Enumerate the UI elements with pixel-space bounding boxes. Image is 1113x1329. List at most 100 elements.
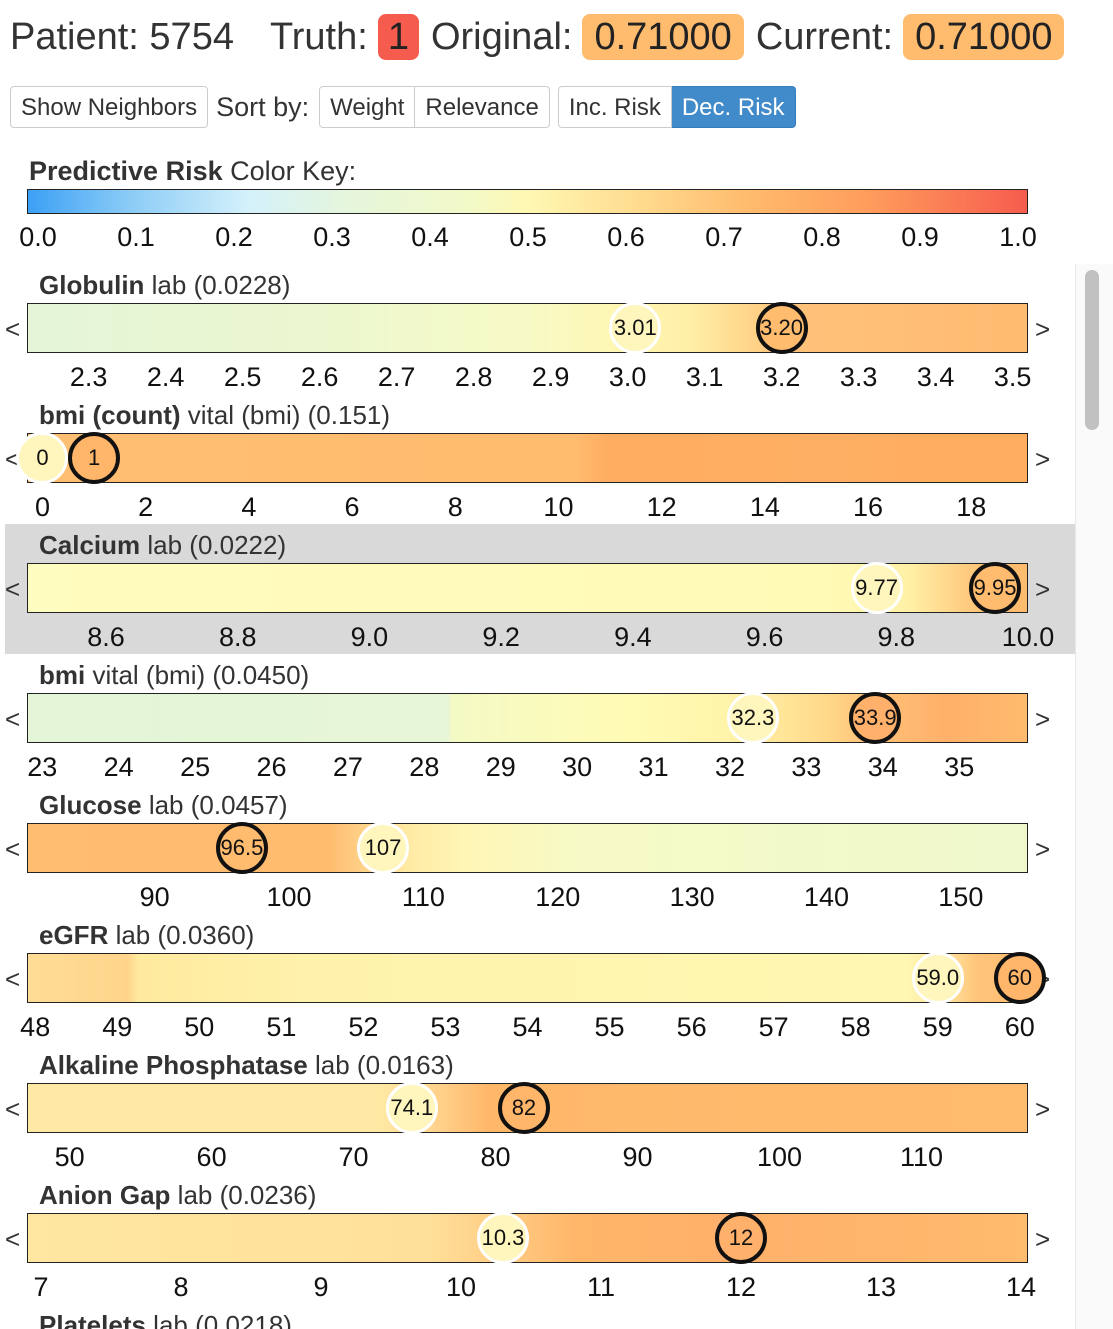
axis-tick: 3.1 (685, 362, 724, 392)
feature-title: Platelets lab (0.0218) (39, 1310, 292, 1329)
feature-title: bmi (count) vital (bmi) (0.151) (39, 400, 390, 431)
decrease-value-arrow[interactable]: < (5, 704, 21, 734)
axis-tick: 50 (184, 1012, 215, 1042)
axis-tick: 35 (944, 752, 975, 782)
feature-row[interactable]: Anion Gap lab (0.0236) < >7 8 9 10 11 12 13 14 10.… (5, 1174, 1075, 1304)
feature-detail: vital (bmi) (0.151) (180, 400, 391, 430)
feature-row[interactable]: bmi (count) vital (bmi) (0.151) < >0 2 4 6 8 10… (5, 394, 1075, 524)
feature-row[interactable]: Glucose lab (0.0457) < >90 100 110 120 130 140 1… (5, 784, 1075, 914)
feature-risk-bar[interactable] (27, 303, 1028, 353)
dec-risk-button[interactable]: Dec. Risk (671, 86, 796, 128)
increase-value-arrow[interactable]: > (1035, 444, 1051, 474)
feature-row[interactable]: eGFR lab (0.0360)<>484950515253545556575… (5, 914, 1075, 1044)
feature-title: eGFR lab (0.0360) (39, 920, 254, 951)
axis-tick: 8 (447, 492, 463, 522)
feature-name: bmi (count) (39, 400, 181, 430)
color-key-tick: 0.7 (705, 222, 743, 252)
sort-weight-button[interactable]: Weight (319, 86, 416, 128)
axis-tick: 80 (480, 1142, 511, 1172)
color-key-tick: 0.9 (901, 222, 939, 252)
increase-value-arrow[interactable]: > (1035, 1224, 1051, 1254)
feature-title: Glucose lab (0.0457) (39, 790, 288, 821)
axis-tick: 8.6 (87, 622, 125, 652)
axis-tick: 10 (543, 492, 574, 522)
axis-tick: 50 (54, 1142, 85, 1172)
decrease-value-arrow[interactable]: < (5, 314, 21, 344)
feature-detail: lab (0.0218) (145, 1310, 292, 1329)
feature-title: Alkaline Phosphatase lab (0.0163) (39, 1050, 454, 1081)
feature-row[interactable]: bmi vital (bmi) (0.0450) < >23 24 25 26 27 28 29… (5, 654, 1075, 784)
feature-detail: vital (bmi) (0.0450) (85, 660, 310, 690)
axis-tick: 3.0 (608, 362, 647, 392)
axis-tick: 8.8 (218, 622, 257, 652)
color-key-tick: 1.0 (999, 222, 1037, 252)
axis-tick: 2.4 (146, 362, 185, 392)
increase-value-arrow[interactable]: > (1035, 314, 1051, 344)
axis-tick: 2.8 (454, 362, 493, 392)
truth-badge: 1 (377, 14, 419, 60)
decrease-value-arrow[interactable]: < (5, 1224, 21, 1254)
current-value-marker[interactable]: 60 (993, 952, 1046, 1004)
increase-value-arrow[interactable]: > (1035, 704, 1051, 734)
axis-tick: 52 (348, 1012, 379, 1042)
axis-tick: 9.4 (614, 622, 652, 652)
feature-row[interactable]: Platelets lab (0.0218)<> (5, 1304, 1075, 1329)
truth-label: Truth: (269, 15, 368, 58)
scrollbar-thumb[interactable] (1085, 270, 1099, 430)
inc-risk-button[interactable]: Inc. Risk (557, 86, 672, 128)
color-key-title-rest: Color Key: (222, 156, 357, 186)
axis-tick: 33 (791, 752, 822, 782)
feature-risk-bar[interactable] (27, 953, 1028, 1003)
axis-tick: 9.0 (350, 622, 389, 652)
axis-tick: 8 (173, 1272, 189, 1302)
feature-detail: lab (0.0360) (108, 920, 255, 950)
decrease-value-arrow[interactable]: < (5, 834, 21, 864)
axis-tick: 4 (241, 492, 257, 522)
feature-row[interactable]: Globulin lab (0.0228) < >2.3 2.4 2.5 2.6 2.7 2.… (5, 264, 1075, 394)
axis-tick: 2.3 (69, 362, 108, 392)
feature-name: bmi (39, 660, 86, 690)
feature-title: Anion Gap lab (0.0236) (39, 1180, 316, 1211)
increase-value-arrow[interactable]: > (1035, 1094, 1051, 1124)
axis-tick: 23 (27, 752, 58, 782)
current-label: Current: (755, 15, 894, 58)
show-neighbors-button[interactable]: Show Neighbors (10, 86, 209, 128)
current-value-marker[interactable]: 82 (497, 1082, 550, 1134)
axis-tick: 9.8 (877, 622, 916, 652)
decrease-value-arrow[interactable]: < (5, 444, 21, 474)
risk-color-key-bar (27, 189, 1028, 214)
feature-list-scrollbar[interactable] (1075, 264, 1113, 1329)
axis-tick: 130 (669, 882, 715, 912)
current-value-marker[interactable]: 96.5 (215, 822, 268, 874)
current-value-marker[interactable]: 1 (68, 432, 121, 484)
decrease-value-arrow[interactable]: < (5, 574, 21, 604)
feature-risk-bar[interactable] (27, 433, 1028, 483)
decrease-value-arrow[interactable]: < (5, 964, 21, 994)
current-value-marker[interactable]: 9.95 (969, 562, 1022, 614)
axis-tick: 32 (714, 752, 746, 782)
feature-detail: lab (0.0236) (170, 1180, 317, 1210)
sort-relevance-button[interactable]: Relevance (415, 86, 550, 128)
feature-name: eGFR (39, 920, 109, 950)
color-key-tick: 0.1 (117, 222, 155, 252)
axis-tick: 27 (332, 752, 363, 782)
decrease-value-arrow[interactable]: < (5, 1094, 21, 1124)
color-key-title: Predictive Risk Color Key: (29, 156, 356, 187)
axis-tick: 90 (622, 1142, 653, 1172)
increase-value-arrow[interactable]: > (1035, 834, 1051, 864)
feature-risk-bar[interactable] (27, 823, 1028, 873)
feature-title: Globulin lab (0.0228) (39, 270, 290, 301)
axis-tick: 100 (266, 882, 312, 912)
current-value-marker[interactable]: 33.9 (849, 692, 902, 744)
current-value-marker[interactable]: 3.20 (755, 302, 808, 354)
axis-tick: 14 (1005, 1272, 1037, 1302)
color-key-tick: 0.5 (509, 222, 547, 252)
increase-value-arrow[interactable]: > (1035, 574, 1051, 604)
feature-detail: lab (0.0457) (141, 790, 288, 820)
axis-tick: 16 (853, 492, 884, 522)
current-value-marker[interactable]: 12 (715, 1212, 767, 1264)
axis-tick: 59 (922, 1012, 953, 1042)
feature-row[interactable]: Alkaline Phosphatase lab (0.0163) < >50 60 7… (5, 1044, 1075, 1174)
axis-tick: 53 (430, 1012, 461, 1042)
feature-row[interactable]: Calcium lab (0.0222) < >8.6 8.8 9.0 9.2 9.4 9.6… (5, 524, 1075, 654)
